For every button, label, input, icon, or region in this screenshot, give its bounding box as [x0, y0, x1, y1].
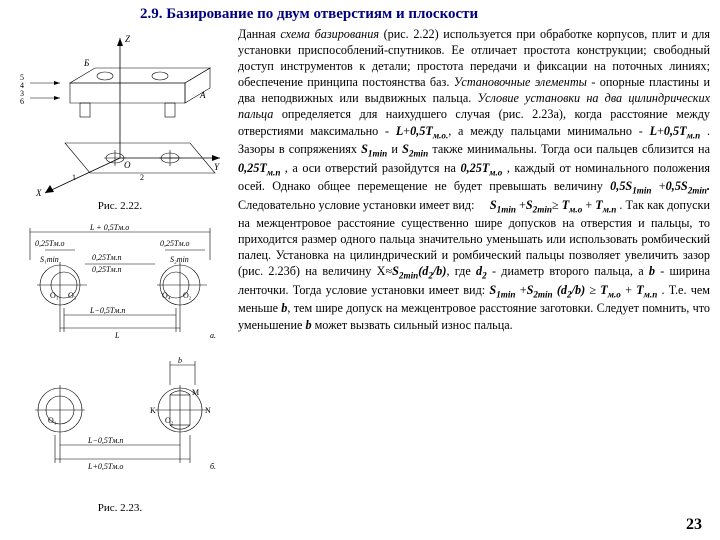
svg-text:O₂: O₂ — [183, 291, 192, 300]
svg-text:S₁min: S₁min — [40, 255, 59, 264]
svg-text:1: 1 — [72, 173, 76, 182]
fig-2-23-caption: Рис. 2.23. — [10, 502, 230, 514]
fig-2-22-svg: Z Y X O Б А 5 4 3 6 — [10, 28, 230, 198]
svg-text:O₁: O₁ — [48, 416, 57, 425]
svg-text:b: b — [178, 356, 182, 365]
svg-text:Z: Z — [125, 34, 131, 44]
svg-text:O₄: O₄ — [162, 291, 171, 300]
svg-text:O₁: O₁ — [50, 291, 59, 300]
svg-text:6: 6 — [20, 97, 24, 106]
svg-text:Б: Б — [83, 58, 90, 68]
figure-2-23: L + 0,5Tм.о 0,25Tм.о 0,25Tм.о S₁min S₂mi… — [10, 220, 230, 514]
svg-text:0,25Tм.п: 0,25Tм.п — [92, 253, 122, 262]
section-heading: 2.9. Базирование по двум отверстиям и пл… — [140, 6, 478, 23]
svg-text:0,25Tм.п: 0,25Tм.п — [92, 265, 122, 274]
fig-2-23-svg: L + 0,5Tм.о 0,25Tм.о 0,25Tм.о S₁min S₂mi… — [10, 220, 230, 500]
svg-text:0,25Tм.о: 0,25Tм.о — [160, 239, 190, 248]
svg-text:L−0,5Tм.п: L−0,5Tм.п — [89, 306, 125, 315]
svg-text:O: O — [124, 160, 131, 170]
svg-text:2: 2 — [140, 173, 144, 182]
svg-text:А: А — [199, 90, 206, 100]
svg-text:L+0,5Tм.о: L+0,5Tм.о — [87, 462, 123, 471]
svg-text:0,25Tм.о: 0,25Tм.о — [35, 239, 65, 248]
svg-text:L + 0,5Tм.о: L + 0,5Tм.о — [89, 223, 129, 232]
svg-text:X: X — [35, 188, 42, 198]
fig-2-22-caption: Рис. 2.22. — [10, 200, 230, 212]
page-number: 23 — [686, 516, 702, 534]
svg-text:K: K — [150, 406, 156, 415]
svg-text:б.: б. — [210, 462, 216, 471]
figure-2-22: Z Y X O Б А 5 4 3 6 — [10, 28, 230, 212]
svg-text:O₃: O₃ — [68, 291, 77, 300]
svg-text:S₂min: S₂min — [170, 255, 189, 264]
svg-text:M: M — [192, 388, 199, 397]
svg-text:Y: Y — [214, 162, 220, 172]
svg-text:O₂: O₂ — [165, 416, 174, 425]
svg-text:N: N — [205, 406, 211, 415]
svg-text:L−0,5Tм.п: L−0,5Tм.п — [87, 436, 123, 445]
svg-text:L: L — [114, 331, 120, 340]
figure-column: Z Y X O Б А 5 4 3 6 — [10, 28, 230, 522]
body-text: Данная схема базирования (рис. 2.22) исп… — [238, 26, 710, 333]
svg-text:а.: а. — [210, 331, 216, 340]
